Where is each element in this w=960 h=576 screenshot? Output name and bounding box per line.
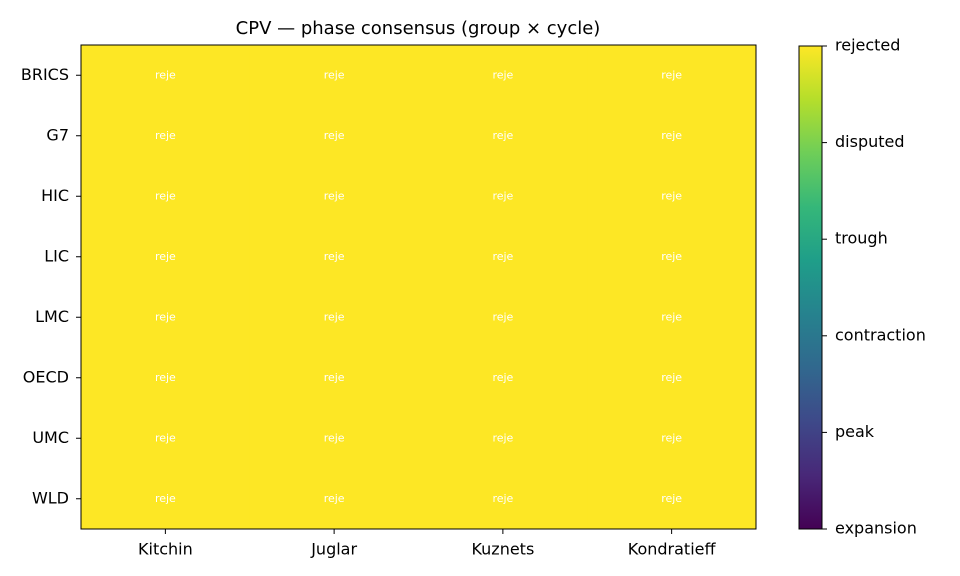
- heatmap-cell: [81, 226, 251, 288]
- cell-label: reje: [155, 310, 176, 323]
- heatmap-cell: [587, 347, 757, 409]
- heatmap-cell: [587, 408, 757, 469]
- heatmap-cell: [418, 45, 588, 106]
- cell-label: reje: [155, 492, 176, 505]
- heatmap-cell: [81, 408, 251, 469]
- heatmap-cell: [418, 105, 588, 167]
- heatmap-cell: [249, 347, 419, 409]
- x-tick-label: Juglar: [310, 540, 357, 559]
- heatmap-cell: [418, 468, 588, 530]
- cell-label: reje: [324, 250, 345, 263]
- colorbar-tick-label: contraction: [835, 325, 926, 344]
- cell-label: reje: [661, 492, 682, 505]
- heatmap-cell: [249, 408, 419, 469]
- x-tick-label: Kuznets: [471, 540, 534, 559]
- heatmap-cell: [81, 105, 251, 167]
- cell-label: reje: [324, 68, 345, 81]
- y-tick-label: OECD: [23, 367, 69, 386]
- heatmap-cell: [587, 468, 757, 530]
- heatmap-cell: [587, 287, 757, 348]
- heatmap-cell: [587, 226, 757, 288]
- cell-label: reje: [492, 492, 513, 505]
- heatmap-cell: [249, 45, 419, 106]
- heatmap-cell: [418, 166, 588, 227]
- cell-label: reje: [492, 129, 513, 142]
- cell-label: reje: [661, 250, 682, 263]
- cell-label: reje: [324, 310, 345, 323]
- colorbar-tick-label: expansion: [835, 519, 917, 538]
- x-tick-label: Kitchin: [138, 540, 193, 559]
- heatmap-cell: [249, 468, 419, 530]
- y-tick-label: LMC: [35, 307, 69, 326]
- heatmap-cell: [418, 287, 588, 348]
- cell-label: reje: [155, 189, 176, 202]
- heatmap-cell: [81, 45, 251, 106]
- cell-label: reje: [155, 68, 176, 81]
- cell-label: reje: [324, 189, 345, 202]
- heatmap-cell: [249, 105, 419, 167]
- y-tick-label: G7: [46, 125, 69, 144]
- x-tick-label: Kondratieff: [628, 540, 717, 559]
- cell-label: reje: [155, 431, 176, 444]
- colorbar-tick-label: rejected: [835, 36, 900, 55]
- cell-label: reje: [661, 371, 682, 384]
- y-tick-label: UMC: [32, 428, 69, 447]
- heatmap-cell: [249, 287, 419, 348]
- colorbar-tick-label: trough: [835, 229, 888, 248]
- cell-label: reje: [492, 250, 513, 263]
- heatmap-cell: [81, 468, 251, 530]
- heatmap-cell: [587, 166, 757, 227]
- cell-label: reje: [492, 310, 513, 323]
- colorbar-tick-label: peak: [835, 422, 875, 441]
- cell-label: reje: [492, 68, 513, 81]
- heatmap-cell: [81, 347, 251, 409]
- heatmap-cell: [81, 166, 251, 227]
- cell-label: reje: [492, 371, 513, 384]
- cell-label: reje: [324, 129, 345, 142]
- cell-label: reje: [492, 189, 513, 202]
- cell-label: reje: [661, 68, 682, 81]
- cell-label: reje: [661, 431, 682, 444]
- cell-label: reje: [661, 129, 682, 142]
- cell-label: reje: [661, 310, 682, 323]
- heatmap-cell: [81, 287, 251, 348]
- chart-title: CPV — phase consensus (group × cycle): [236, 18, 601, 39]
- cell-label: reje: [155, 250, 176, 263]
- cell-label: reje: [661, 189, 682, 202]
- colorbar-tick-label: disputed: [835, 132, 905, 151]
- y-tick-label: BRICS: [21, 65, 69, 84]
- heatmap-cell: [587, 45, 757, 106]
- heatmap-cell: [249, 166, 419, 227]
- heatmap-cell: [418, 226, 588, 288]
- y-tick-label: LIC: [44, 246, 69, 265]
- cell-label: reje: [155, 371, 176, 384]
- colorbar: [798, 45, 823, 530]
- cell-label: reje: [324, 431, 345, 444]
- heatmap-cell: [418, 347, 588, 409]
- cell-label: reje: [324, 371, 345, 384]
- cell-label: reje: [492, 431, 513, 444]
- cell-label: reje: [324, 492, 345, 505]
- heatmap-cell: [587, 105, 757, 167]
- plot-frame: [80, 44, 757, 530]
- y-tick-label: WLD: [32, 488, 69, 507]
- cell-label: reje: [155, 129, 176, 142]
- y-tick-label: HIC: [41, 186, 69, 205]
- heatmap-cell: [418, 408, 588, 469]
- heatmap-cell: [249, 226, 419, 288]
